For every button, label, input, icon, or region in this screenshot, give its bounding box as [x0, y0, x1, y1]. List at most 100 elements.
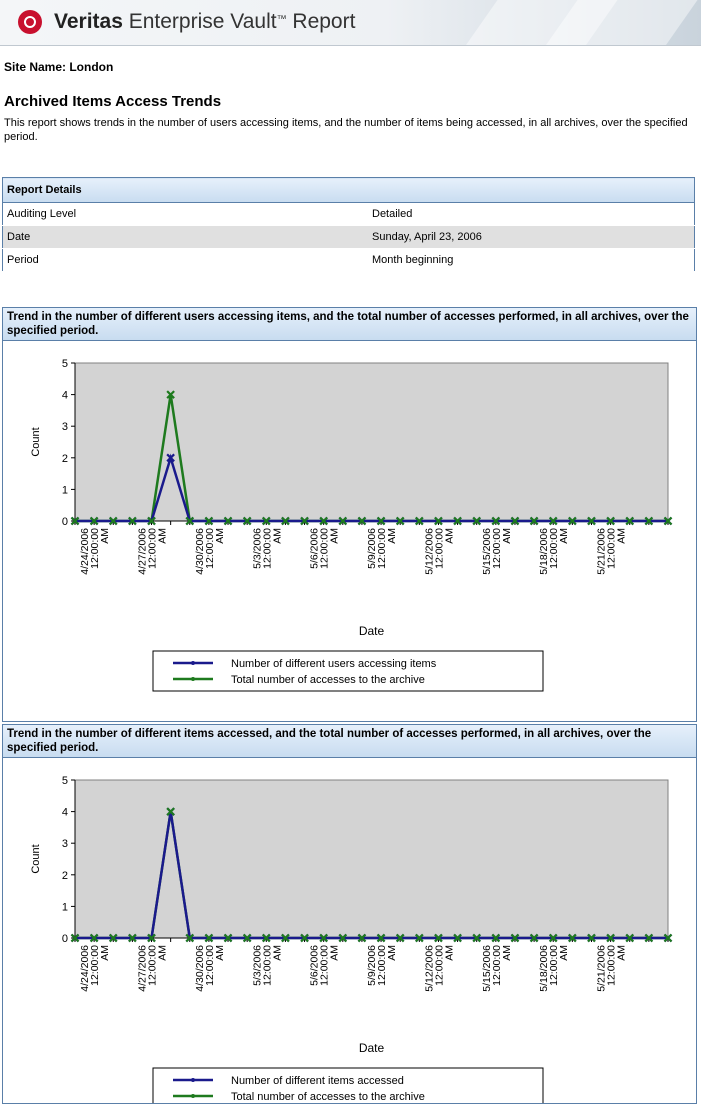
data-point — [491, 933, 501, 943]
data-point — [606, 516, 615, 526]
data-point — [223, 516, 233, 526]
data-point — [472, 933, 481, 943]
x-tick-label-line: 12:00:00 — [319, 528, 331, 569]
data-point — [568, 516, 577, 526]
data-point — [223, 933, 233, 943]
data-point — [300, 516, 309, 526]
x-axis-label: Date — [359, 624, 385, 638]
plot-area — [74, 362, 669, 522]
data-point — [89, 933, 99, 943]
data-point — [415, 516, 424, 526]
x-tick-label-line: AM — [558, 528, 570, 544]
plot-area — [74, 779, 669, 939]
x-tick-label-line: AM — [157, 945, 169, 961]
x-tick-label-line: 12:00:00 — [548, 945, 560, 986]
legend-label: Total number of accesses to the archive — [231, 1091, 425, 1103]
data-point — [357, 516, 367, 526]
y-axis-label: Count — [30, 427, 42, 456]
y-tick-label: 3 — [62, 838, 68, 850]
x-tick-label-line: 12:00:00 — [204, 528, 216, 569]
y-tick-label: 0 — [62, 516, 68, 528]
report-banner: Veritas Enterprise Vault™ Report — [0, 0, 701, 46]
x-tick-label-line: 5/15/2006 — [481, 528, 493, 575]
x-tick-label-line: 5/21/2006 — [596, 528, 608, 575]
y-tick-label: 4 — [62, 390, 68, 402]
detail-value: Detailed — [368, 202, 695, 226]
report-details-table: Report Details Auditing Level Detailed D… — [2, 177, 695, 272]
data-point — [644, 516, 654, 526]
data-point — [434, 516, 443, 526]
y-tick-label: 1 — [62, 484, 68, 496]
data-point — [242, 516, 252, 526]
data-point — [262, 516, 271, 526]
data-point — [70, 933, 80, 943]
x-tick-label-line: 4/24/2006 — [79, 528, 91, 575]
y-tick-label: 5 — [62, 775, 68, 787]
data-point — [587, 933, 596, 943]
detail-label: Auditing Level — [2, 202, 368, 226]
x-tick-label-line: 5/3/2006 — [251, 945, 263, 986]
x-tick-label-line: 12:00:00 — [319, 945, 331, 986]
data-point — [128, 516, 137, 526]
data-point — [147, 933, 156, 943]
data-point — [357, 933, 367, 943]
legend-marker — [191, 1078, 195, 1082]
data-point — [548, 933, 558, 943]
y-tick-label: 3 — [62, 421, 68, 433]
legend-box — [152, 650, 544, 692]
data-point — [338, 516, 348, 526]
data-point — [70, 516, 80, 526]
x-tick-label-line: 5/3/2006 — [251, 528, 263, 569]
y-tick-label: 2 — [62, 453, 68, 465]
x-tick-label-line: AM — [501, 945, 513, 961]
data-point — [242, 933, 252, 943]
x-tick-label-line: 5/15/2006 — [481, 945, 493, 992]
table-row: Date Sunday, April 23, 2006 — [2, 225, 695, 249]
data-point — [319, 516, 328, 526]
report-description: This report shows trends in the number o… — [4, 117, 688, 143]
x-tick-label-line: 5/12/2006 — [423, 528, 435, 575]
detail-label: Period — [2, 248, 368, 272]
data-point — [89, 516, 99, 526]
series-line — [75, 811, 668, 940]
x-tick-label-line: 5/6/2006 — [309, 945, 321, 986]
x-tick-label-line: 12:00:00 — [261, 945, 273, 986]
data-point — [376, 933, 386, 943]
data-point — [606, 933, 615, 943]
legend-label: Number of different items accessed — [231, 1075, 404, 1087]
x-tick-label-line: 5/18/2006 — [538, 528, 550, 575]
chart-title: Trend in the number of different users a… — [3, 308, 696, 341]
report-brand-title: Veritas Enterprise Vault™ Report — [54, 10, 356, 33]
chart-title: Trend in the number of different items a… — [3, 725, 696, 758]
x-tick-label-line: AM — [443, 945, 455, 961]
data-point — [568, 933, 577, 943]
data-point — [262, 933, 271, 943]
x-tick-label-line: 12:00:00 — [147, 945, 159, 986]
data-point — [434, 933, 443, 943]
x-tick-label-line: AM — [271, 528, 283, 544]
x-tick-label-line: 12:00:00 — [491, 528, 503, 569]
data-point — [491, 516, 501, 526]
x-tick-label-line: 12:00:00 — [89, 945, 101, 986]
x-tick-label-line: 5/6/2006 — [309, 528, 321, 569]
x-tick-label-line: AM — [558, 945, 570, 961]
data-point — [166, 807, 175, 816]
y-tick-label: 4 — [62, 807, 68, 819]
x-tick-label-line: AM — [271, 945, 283, 961]
x-tick-label-line: AM — [501, 528, 513, 544]
report-details-heading: Report Details — [2, 177, 695, 203]
data-point — [472, 516, 481, 526]
legend-marker — [191, 661, 195, 665]
x-tick-label-line: AM — [616, 945, 628, 961]
table-row: Auditing Level Detailed — [2, 202, 695, 226]
data-point — [300, 933, 309, 943]
x-tick-label-line: AM — [616, 528, 628, 544]
